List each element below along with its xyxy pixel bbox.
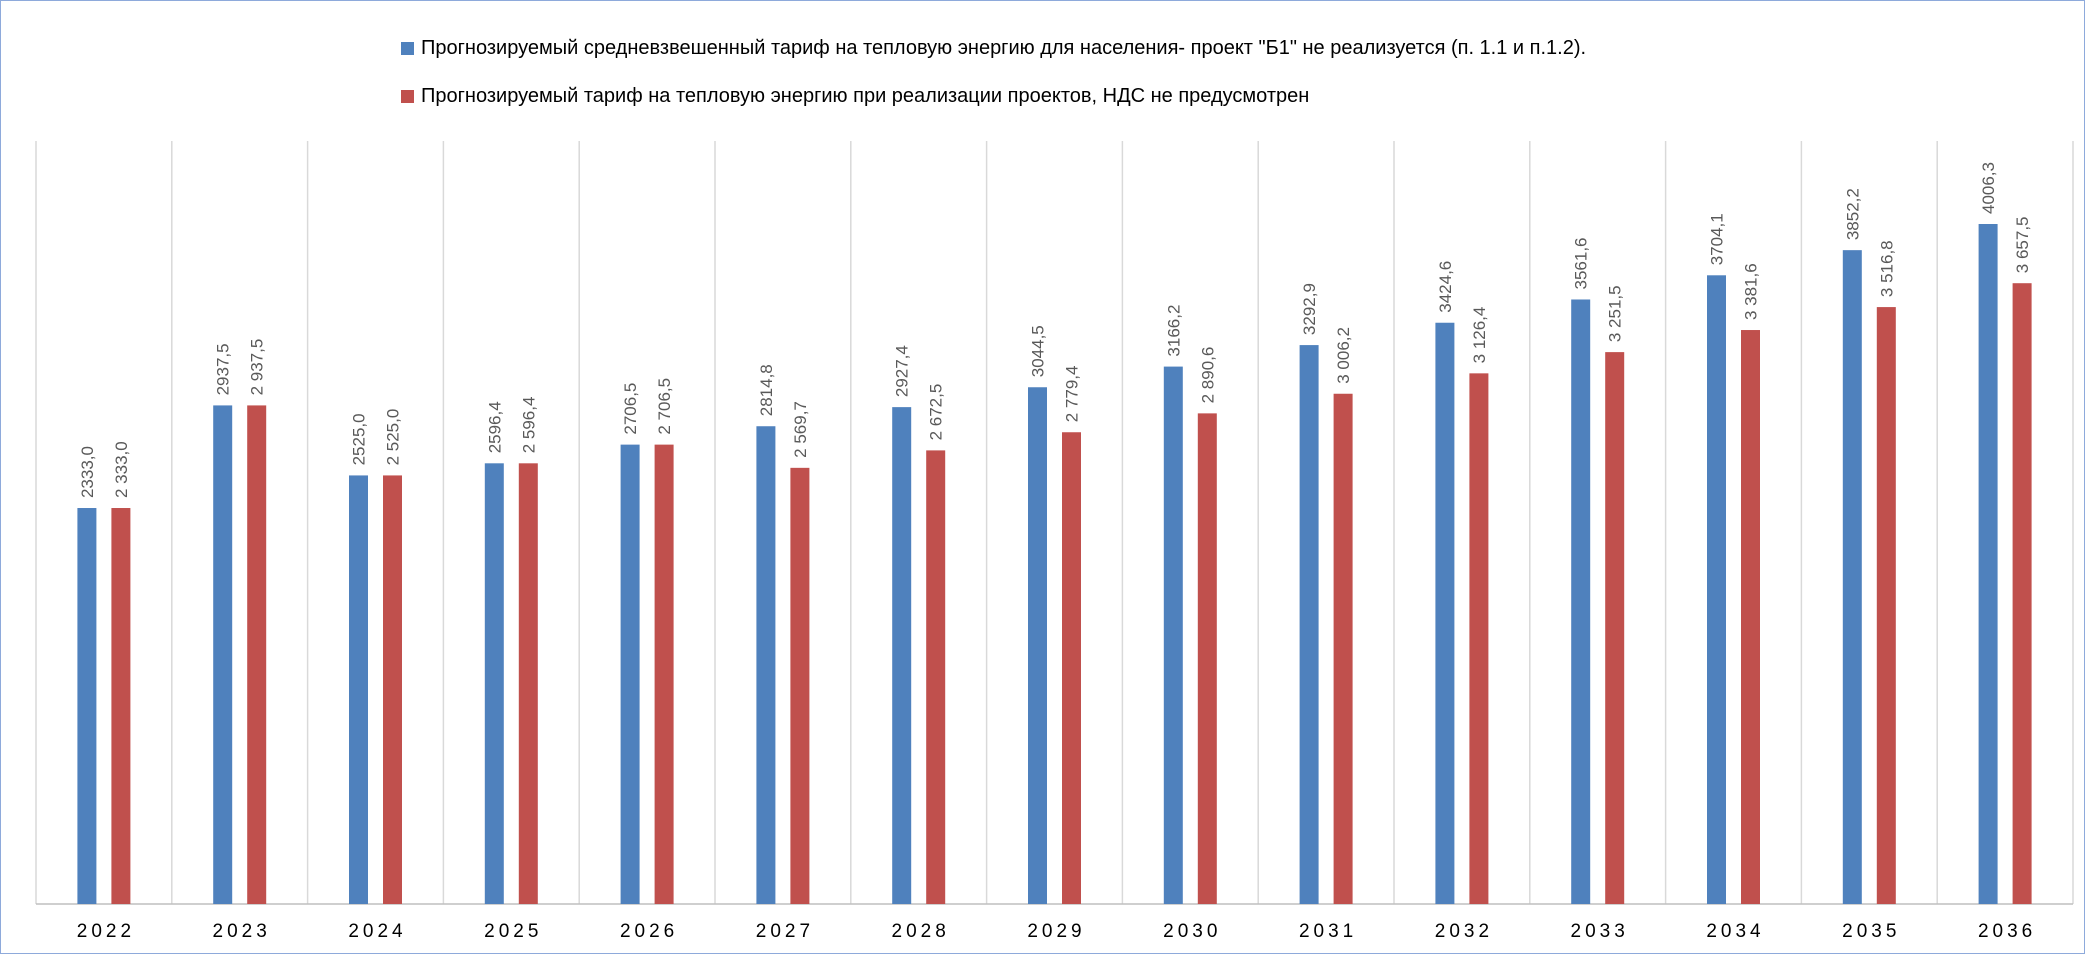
bar-series-2 bbox=[1333, 393, 1353, 904]
data-label-series-1: 2927,4 bbox=[893, 345, 912, 397]
bar-series-2 bbox=[1605, 352, 1625, 904]
x-tick-label: 2031 bbox=[1299, 921, 1357, 942]
legend-item-series-1: Прогнозируемый средневзвешенный тариф на… bbox=[401, 31, 2001, 65]
data-label-series-1: 2596,4 bbox=[485, 401, 504, 453]
data-label-series-2: 3 657,5 bbox=[2013, 216, 2032, 273]
data-label-series-2: 2 937,5 bbox=[248, 339, 267, 396]
bar-series-2 bbox=[1062, 432, 1081, 904]
x-tick-label: 2023 bbox=[213, 921, 271, 942]
bar-series-1 bbox=[756, 426, 776, 904]
data-label-series-1: 3424,6 bbox=[1436, 261, 1455, 313]
bar-series-2 bbox=[247, 405, 267, 904]
data-label-series-2: 2 596,4 bbox=[519, 397, 538, 454]
legend-label-series-2: Прогнозируемый тариф на тепловую энергию… bbox=[421, 84, 1310, 107]
x-tick-label: 2036 bbox=[1978, 921, 2036, 942]
bar-series-1 bbox=[1028, 387, 1047, 904]
x-tick-label: 2022 bbox=[77, 921, 135, 942]
x-tick-label: 2026 bbox=[620, 921, 678, 942]
legend-swatch-series-1 bbox=[401, 41, 414, 55]
data-label-series-1: 3852,2 bbox=[1843, 188, 1862, 240]
bar-series-2 bbox=[1197, 413, 1217, 904]
x-tick-label: 2034 bbox=[1706, 921, 1764, 942]
data-label-series-2: 2 525,0 bbox=[384, 409, 403, 466]
data-label-series-1: 3704,1 bbox=[1708, 213, 1727, 265]
bar-series-1 bbox=[620, 444, 640, 904]
data-label-series-2: 3 126,4 bbox=[1470, 307, 1489, 364]
bar-series-2 bbox=[1741, 330, 1760, 905]
data-label-series-2: 3 516,8 bbox=[1877, 240, 1896, 297]
bar-series-1 bbox=[349, 475, 368, 904]
bar-series-2 bbox=[790, 467, 810, 904]
x-tick-label: 2028 bbox=[892, 921, 950, 942]
bar-series-1 bbox=[484, 463, 504, 904]
x-tick-label: 2027 bbox=[756, 921, 814, 942]
data-label-series-2: 3 381,6 bbox=[1742, 263, 1761, 320]
x-tick-label: 2029 bbox=[1027, 921, 1085, 942]
bar-series-1 bbox=[1842, 250, 1862, 904]
data-label-series-1: 2525,0 bbox=[350, 413, 369, 465]
data-label-series-1: 4006,3 bbox=[1979, 162, 1998, 214]
data-label-series-1: 3292,9 bbox=[1300, 283, 1319, 335]
data-label-series-1: 2814,8 bbox=[757, 364, 776, 416]
bar-series-2 bbox=[1876, 307, 1896, 905]
data-label-series-1: 2333,0 bbox=[78, 446, 97, 498]
bar-series-1 bbox=[1978, 224, 1998, 904]
data-label-series-1: 2937,5 bbox=[214, 343, 233, 395]
bar-series-2 bbox=[1469, 373, 1489, 904]
data-label-series-2: 3 251,5 bbox=[1606, 285, 1625, 342]
data-label-series-1: 3166,2 bbox=[1164, 305, 1183, 357]
x-tick-label: 2025 bbox=[484, 921, 542, 942]
bar-series-1 bbox=[1299, 345, 1319, 904]
bar-series-2 bbox=[111, 508, 131, 904]
data-label-series-2: 2 333,0 bbox=[112, 441, 131, 498]
data-label-series-1: 2706,5 bbox=[621, 383, 640, 435]
bar-series-1 bbox=[77, 508, 97, 904]
data-label-series-2: 2 569,7 bbox=[791, 401, 810, 458]
legend-item-series-2: Прогнозируемый тариф на тепловую энергию… bbox=[401, 79, 2001, 113]
legend-swatch-series-2 bbox=[401, 89, 414, 103]
bar-series-1 bbox=[1163, 366, 1183, 904]
bar-series-2 bbox=[383, 475, 402, 904]
bar-series-1 bbox=[892, 407, 912, 904]
x-tick-label: 2035 bbox=[1842, 921, 1900, 942]
bar-series-1 bbox=[1707, 275, 1726, 904]
bar-series-2 bbox=[926, 450, 946, 904]
x-tick-label: 2030 bbox=[1163, 921, 1221, 942]
data-label-series-1: 3561,6 bbox=[1572, 237, 1591, 289]
x-tick-label: 2024 bbox=[348, 921, 406, 942]
legend: Прогнозируемый средневзвешенный тариф на… bbox=[401, 31, 2001, 127]
x-tick-label: 2032 bbox=[1435, 921, 1493, 942]
data-label-series-2: 2 672,5 bbox=[927, 384, 946, 441]
bar-series-2 bbox=[2012, 283, 2032, 904]
bar-series-2 bbox=[654, 444, 674, 904]
data-label-series-2: 2 779,4 bbox=[1063, 366, 1082, 423]
bar-series-2 bbox=[518, 463, 538, 904]
legend-label-series-1: Прогнозируемый средневзвешенный тариф на… bbox=[421, 36, 1587, 59]
bar-series-1 bbox=[1435, 322, 1455, 904]
data-label-series-1: 3044,5 bbox=[1029, 325, 1048, 377]
bar-series-1 bbox=[213, 405, 233, 904]
x-tick-label: 2033 bbox=[1571, 921, 1629, 942]
data-label-series-2: 2 706,5 bbox=[655, 378, 674, 435]
bar-series-1 bbox=[1571, 299, 1591, 905]
data-label-series-2: 3 006,2 bbox=[1334, 327, 1353, 384]
data-label-series-2: 2 890,6 bbox=[1198, 347, 1217, 404]
